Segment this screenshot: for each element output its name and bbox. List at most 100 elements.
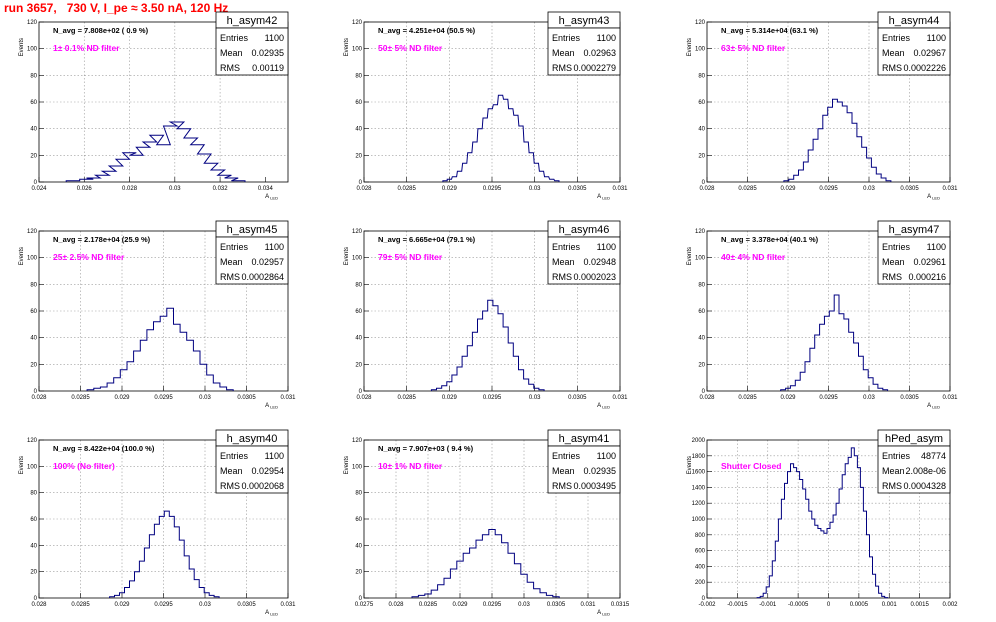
y-tick-label: 100 [27,464,38,470]
y-tick-label: 20 [698,153,705,159]
stats-label: Entries [220,451,249,461]
stats-label: Entries [882,451,911,461]
x-tick-label: 0.0295 [483,395,502,401]
stats-label: Entries [882,242,911,252]
y-tick-label: 0 [34,389,38,395]
filter-label: 79± 5% ND filter [378,252,443,262]
y-tick-label: 120 [27,438,38,444]
x-tick-label: 0.0275 [355,602,374,608]
y-tick-label: 20 [698,362,705,368]
y-tick-label: 100 [27,256,38,262]
stats-value: 1100 [265,242,284,252]
x-tick-label: 0.028 [356,186,372,192]
y-axis-label: Events [19,38,25,56]
x-tick-label: 0.031 [280,602,296,608]
x-tick-label: 0.024 [31,186,47,192]
x-tick-label: -0.001 [759,602,777,608]
x-tick-label: 0.0295 [154,602,173,608]
x-tick-label: -0.002 [698,602,716,608]
histogram-name: h_asym43 [559,15,610,27]
x-tick-label: 0.03 [199,602,211,608]
x-tick-label: 0.0295 [819,395,838,401]
x-axis-label: A LED [927,403,940,410]
stats-label: Mean [220,48,243,58]
x-tick-label: 0.028 [699,395,715,401]
x-tick-label: 0.0285 [738,186,757,192]
y-tick-label: 40 [698,127,705,133]
x-tick-label: 0.028 [122,186,138,192]
stats-label: Entries [552,451,581,461]
stats-value: 0.02935 [251,48,284,58]
y-tick-label: 1000 [692,517,706,523]
y-tick-label: 100 [352,47,363,53]
y-tick-label: 40 [698,336,705,342]
y-tick-label: 60 [355,517,362,523]
stats-label: Mean [882,466,905,476]
stats-label: Entries [220,242,249,252]
x-tick-label: 0.0305 [900,186,919,192]
y-tick-label: 20 [30,362,37,368]
stats-value: 0.0002279 [573,63,616,73]
y-axis-label: Events [344,456,350,474]
y-tick-label: 1600 [692,470,706,476]
y-tick-label: 100 [27,47,38,53]
y-tick-label: 40 [355,543,362,549]
stats-value: 0.02935 [583,466,616,476]
stats-box [215,445,289,494]
stats-value: 0.02954 [251,466,284,476]
y-tick-label: 120 [352,438,363,444]
x-axis-label: A LED [265,610,278,617]
y-tick-label: 2000 [692,438,706,444]
filter-label: 1± 0.1% ND filter [53,43,120,53]
x-tick-label: 0.028 [31,395,47,401]
stats-value: 1100 [597,451,616,461]
x-tick-label: 0.029 [452,602,468,608]
y-tick-label: 100 [695,256,706,262]
histogram-panel-hPed_asym: -0.002 -0.0015 -0.001 -0.0005 0 0.0005 0.001 0.… [687,429,958,608]
x-tick-label: 0.0285 [397,186,416,192]
filter-label: 40± 4% ND filter [721,252,786,262]
x-tick-label: 0.031 [942,395,958,401]
y-tick-label: 80 [355,282,362,288]
stats-label: Mean [552,48,575,58]
x-tick-label: 0.03 [863,186,875,192]
y-tick-label: 80 [698,282,705,288]
x-tick-label: 0.0285 [419,602,438,608]
y-tick-label: 0 [702,389,706,395]
x-tick-label: 0.029 [442,186,458,192]
x-tick-label: 0.031 [942,186,958,192]
y-tick-label: 20 [30,153,37,159]
y-axis-label: Events [687,38,693,56]
y-tick-label: 20 [355,362,362,368]
histogram-series [430,299,545,391]
histogram-panel-h_asym44: 0.028 0.0285 0.029 0.0295 0.03 0.0305 0.031 0 20… [687,11,958,201]
x-tick-label: 0.002 [942,602,958,608]
stats-value: 0.02957 [251,257,284,267]
stats-box [877,445,951,494]
x-tick-label: 0.001 [882,602,898,608]
x-tick-label: 0.03 [518,602,530,608]
x-tick-label: 0.03 [529,186,541,192]
stats-label: RMS [882,481,902,491]
y-tick-label: 0 [702,596,706,602]
histogram-panel-h_asym41: 0.0275 0.028 0.0285 0.029 0.0295 0.03 0.0305 0.… [344,429,630,617]
histogram-series [756,447,889,599]
histogram-name: hPed_asym [885,433,943,445]
y-tick-label: 100 [352,464,363,470]
stats-box [547,27,621,76]
x-tick-label: 0.03 [529,395,541,401]
x-tick-label: 0.028 [356,395,372,401]
histogram-series [411,529,560,598]
stats-value: 0.02961 [913,257,946,267]
y-axis-label: Events [19,247,25,265]
navg-label: N_avg = 2.178e+04 (25.9 %) [53,235,151,244]
stats-value: 1100 [927,242,946,252]
y-tick-label: 800 [695,533,706,539]
y-tick-label: 40 [30,127,37,133]
navg-label: N_avg = 4.251e+04 (50.5 %) [378,26,476,35]
y-axis-label: Events [19,456,25,474]
x-tick-label: 0.03 [169,186,181,192]
y-tick-label: 40 [30,543,37,549]
y-tick-label: 0 [359,180,363,186]
